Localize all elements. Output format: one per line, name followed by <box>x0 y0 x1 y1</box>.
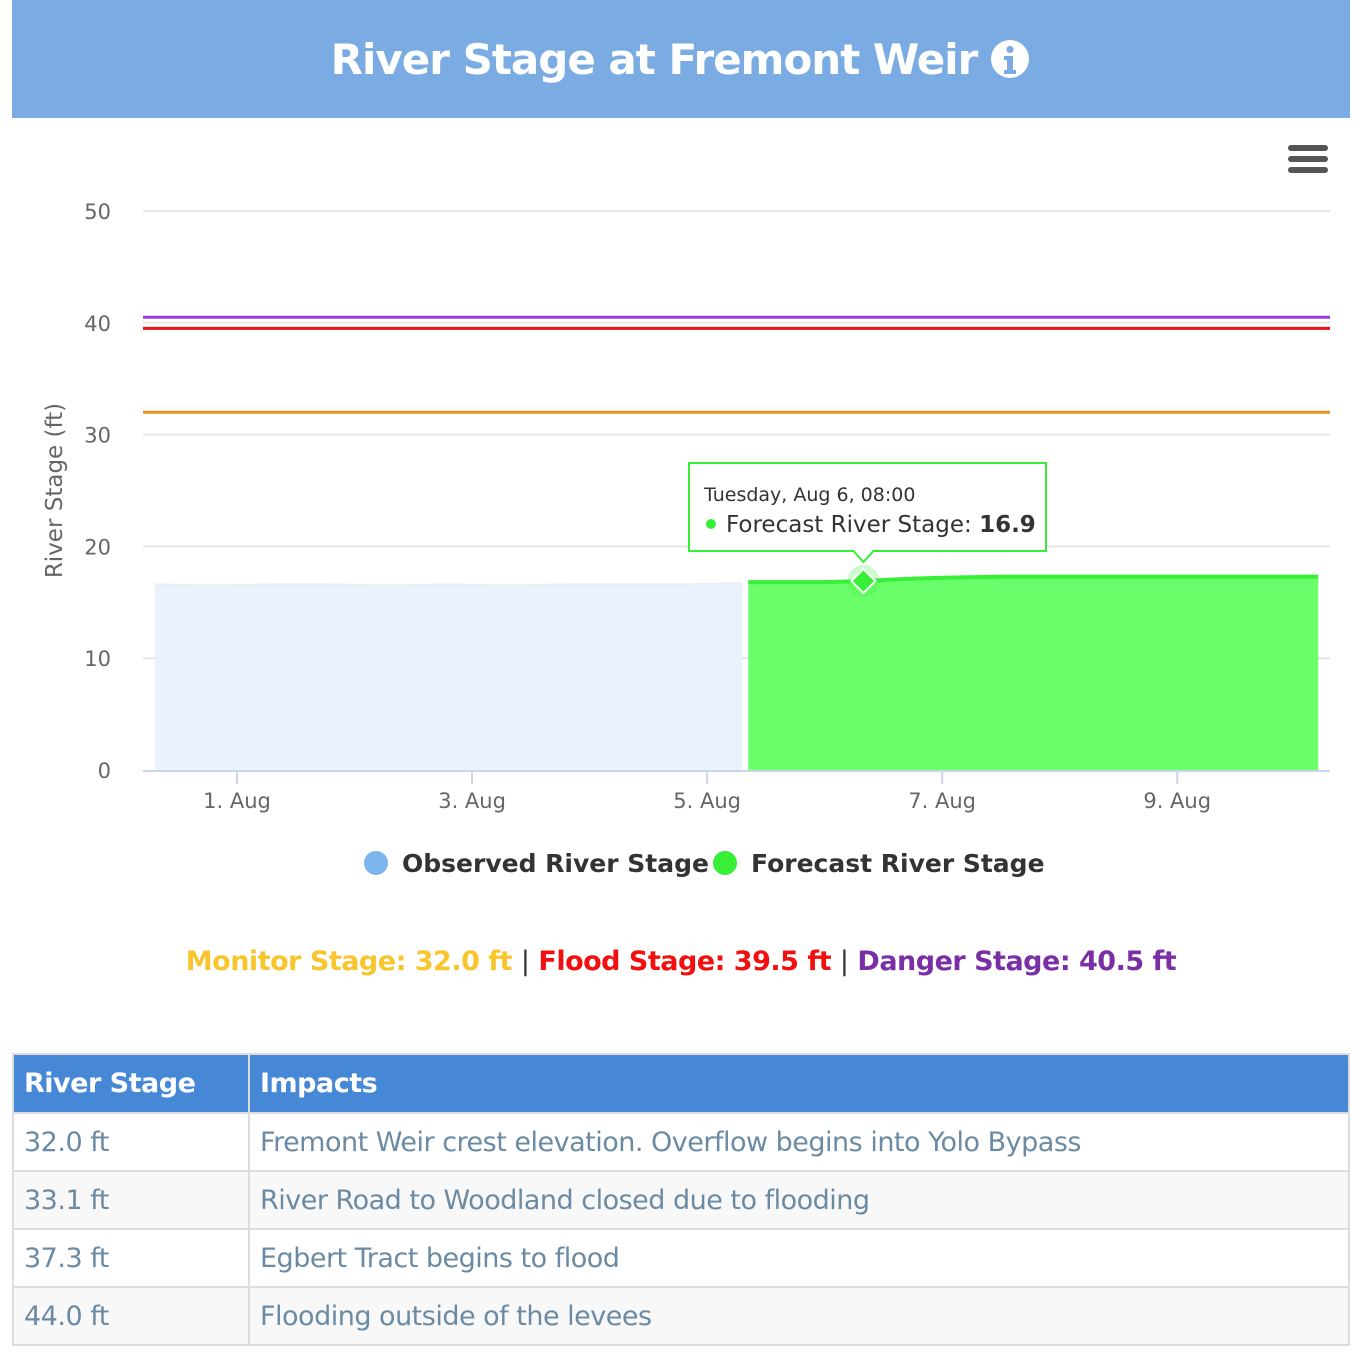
hamburger-menu-icon[interactable] <box>1288 145 1328 177</box>
series-line-0 <box>154 582 743 587</box>
y-tick-label: 30 <box>84 424 111 448</box>
hover-marker <box>850 567 877 595</box>
series-area-1 <box>748 576 1319 770</box>
tooltip-box <box>688 462 1047 564</box>
y-tick-label: 50 <box>84 200 111 224</box>
column-header-river-stage: River Stage <box>12 1053 250 1114</box>
tooltip-series-name: Forecast River Stage: <box>726 512 979 538</box>
column-header-impacts: Impacts <box>248 1053 1350 1114</box>
tooltip-date: Tuesday, Aug 6, 08:00 <box>703 484 915 506</box>
stage-separator: | <box>839 946 849 977</box>
chart-header: River Stage at Fremont Weir <box>12 0 1350 118</box>
impacts-table: River Stage Impacts 32.0 ft Fremont Weir… <box>12 1053 1350 1346</box>
legend-label-forecast: Forecast River Stage <box>751 849 1045 878</box>
legend-label-observed: Observed River Stage <box>402 849 709 878</box>
tooltip-series-line: Forecast River Stage: 16.9 <box>726 512 1036 538</box>
x-tick-label: 1. Aug <box>203 789 271 813</box>
cell-river-stage: 44.0 ft <box>12 1286 250 1346</box>
x-tick-label: 3. Aug <box>438 789 506 813</box>
y-tick-label: 40 <box>84 312 111 336</box>
legend-marker-forecast <box>713 851 737 875</box>
table-row: 33.1 ft River Road to Woodland closed du… <box>12 1170 1350 1230</box>
table-row: 37.3 ft Egbert Tract begins to flood <box>12 1228 1350 1288</box>
page-title: River Stage at Fremont Weir <box>330 34 979 84</box>
cell-impact: Fremont Weir crest elevation. Overflow b… <box>248 1112 1350 1172</box>
y-axis-title: River Stage (ft) <box>42 403 68 578</box>
table-header-row: River Stage Impacts <box>12 1053 1350 1114</box>
cell-impact: River Road to Woodland closed due to flo… <box>248 1170 1350 1230</box>
cell-river-stage: 37.3 ft <box>12 1228 250 1288</box>
stage-summary: Monitor Stage: 32.0 ft | Flood Stage: 39… <box>0 946 1362 977</box>
cell-impact: Egbert Tract begins to flood <box>248 1228 1350 1288</box>
info-circle-icon[interactable] <box>989 38 1031 80</box>
x-tick-label: 5. Aug <box>673 789 741 813</box>
table-row: 32.0 ft Fremont Weir crest elevation. Ov… <box>12 1112 1350 1172</box>
cell-river-stage: 33.1 ft <box>12 1170 250 1230</box>
y-tick-label: 10 <box>84 647 111 671</box>
legend-marker-observed <box>364 851 388 875</box>
cell-impact: Flooding outside of the levees <box>248 1286 1350 1346</box>
danger-stage-label: Danger Stage: 40.5 ft <box>857 946 1177 977</box>
flood-stage-label: Flood Stage: 39.5 ft <box>538 946 831 977</box>
y-tick-label: 20 <box>84 535 111 559</box>
tooltip-value: 16.9 <box>979 512 1036 538</box>
series-area-0 <box>154 583 743 770</box>
table-row: 44.0 ft Flooding outside of the levees <box>12 1286 1350 1346</box>
series-line-1 <box>748 574 1319 585</box>
tooltip-series-dot <box>706 519 716 529</box>
river-stage-chart: 0 10 20 30 40 50 River Stage (ft) 1. Aug 3. Aug 5… <box>42 200 1330 878</box>
x-tick-label: 7. Aug <box>908 789 976 813</box>
monitor-stage-label: Monitor Stage: 32.0 ft <box>185 946 513 977</box>
stage-separator: | <box>520 946 530 977</box>
cell-river-stage: 32.0 ft <box>12 1112 250 1172</box>
x-tick-label: 9. Aug <box>1143 789 1211 813</box>
y-tick-label: 0 <box>98 759 111 783</box>
